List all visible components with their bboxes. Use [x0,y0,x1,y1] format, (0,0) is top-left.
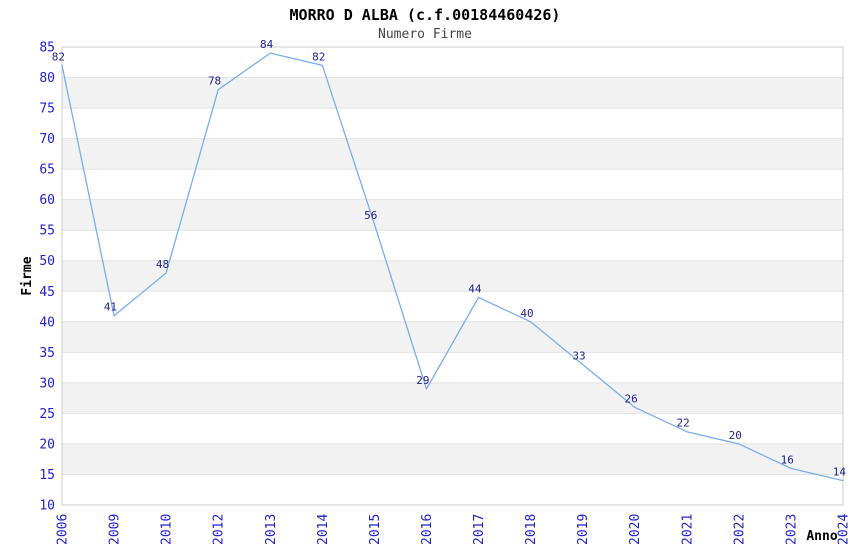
x-tick-label: 2020 [628,514,643,545]
plot-stripe [62,199,843,231]
y-tick-label: 35 [39,346,55,361]
x-tick-label: 2018 [524,514,539,545]
plot-stripe [62,260,843,292]
y-tick-label: 55 [39,224,55,239]
y-tick-label: 50 [39,254,55,269]
point-label: 78 [208,75,221,88]
x-tick-label: 2017 [472,514,487,545]
plot-stripe [62,321,843,353]
plot-stripe [62,138,843,170]
point-label: 84 [260,38,274,51]
point-label: 82 [52,50,65,63]
y-tick-label: 85 [39,41,55,56]
y-tick-label: 80 [39,71,55,86]
y-tick-label: 60 [39,193,55,208]
point-label: 40 [520,307,533,320]
x-tick-label: 2021 [680,514,695,545]
point-label: 16 [781,453,794,466]
x-tick-label: 2016 [420,514,435,545]
plot-stripe [62,382,843,414]
y-tick-label: 15 [39,468,55,483]
point-label: 26 [624,392,637,405]
x-tick-label: 2010 [160,514,175,545]
series-line [61,52,844,482]
plot-stripe [62,77,843,109]
y-tick-label: 65 [39,163,55,178]
x-tick-label: 2022 [732,514,747,545]
x-tick-label: 2009 [108,514,123,545]
point-label: 22 [677,417,690,430]
x-tick-label: 2014 [316,514,331,545]
point-label: 20 [729,429,742,442]
y-axis-label: Firme [20,256,35,295]
x-axis-label: Anno [806,529,837,544]
chart-subtitle: Numero Firme [378,27,472,42]
x-tick-label: 2023 [784,514,799,545]
y-tick-label: 75 [39,102,55,117]
x-tick-label: 2019 [576,514,591,545]
point-label: 82 [312,50,325,63]
chart-title: MORRO D ALBA (c.f.00184460426) [289,6,561,24]
plot-border [61,46,844,506]
y-tick-label: 70 [39,132,55,147]
point-label: 14 [833,466,847,479]
y-tick-label: 40 [39,315,55,330]
y-tick-label: 20 [39,437,55,452]
plot-stripe [62,443,843,475]
x-tick-label: 2024 [837,514,850,545]
point-label: 56 [364,209,377,222]
point-label: 29 [416,374,429,387]
x-tick-label: 2006 [56,514,71,545]
x-tick-label: 2013 [264,514,279,545]
y-tick-label: 25 [39,407,55,422]
point-label: 33 [572,350,585,363]
y-tick-label: 30 [39,376,55,391]
x-tick-label: 2012 [212,514,227,545]
point-label: 44 [468,282,482,295]
point-label: 41 [104,301,117,314]
y-tick-label: 10 [39,499,55,514]
x-tick-label: 2015 [368,514,383,545]
y-tick-label: 45 [39,285,55,300]
point-label: 48 [156,258,169,271]
